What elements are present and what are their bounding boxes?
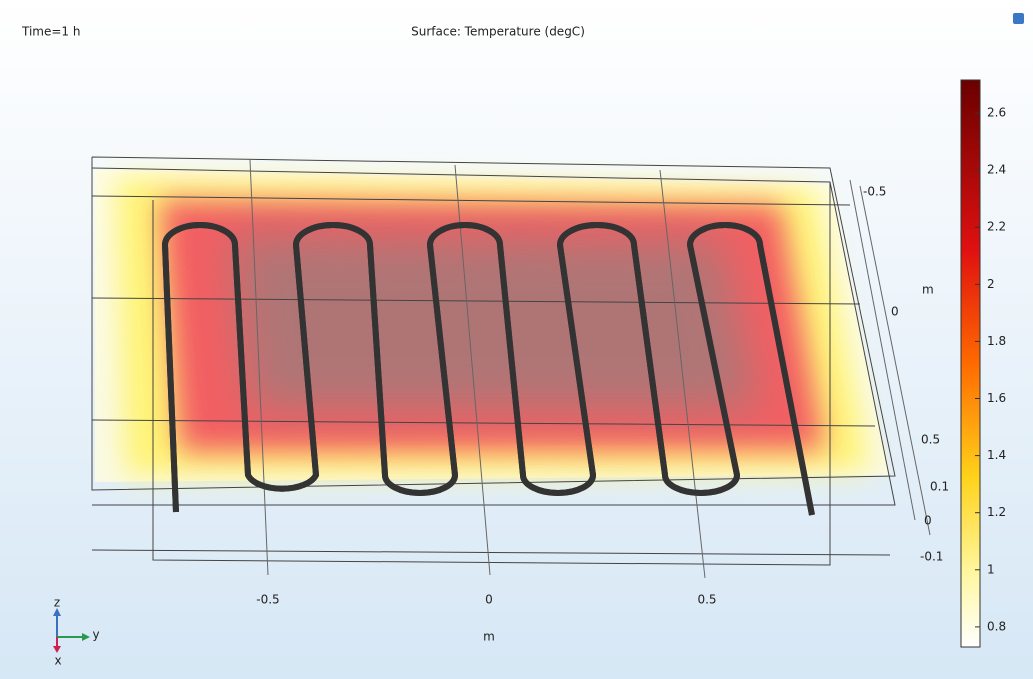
x-tick-label: 0: [891, 305, 899, 319]
z-tick-label: -0.1: [920, 550, 943, 564]
colorbar-tick-label: 0.8: [987, 619, 1006, 633]
colorbar-tick-label: 1.4: [987, 448, 1006, 462]
x-axis-label: m: [922, 283, 934, 297]
colorbar-tick-label: 2.2: [987, 220, 1006, 234]
colorbar-tick-label: 1: [987, 562, 995, 576]
triad-y: y: [92, 628, 99, 642]
y-tick-label: -0.5: [256, 593, 279, 607]
camera-icon[interactable]: [1013, 13, 1024, 24]
y-tick-label: 0: [485, 593, 493, 607]
time-label: Time=1 h: [21, 25, 80, 39]
colorbar-tick-label: 2: [987, 277, 995, 291]
y-axis-label: m: [483, 630, 495, 644]
triad-z: z: [54, 596, 60, 610]
z-tick-label: 0.1: [930, 480, 949, 494]
colorbar: [961, 80, 980, 647]
colorbar-tick-label: 1.8: [987, 334, 1006, 348]
colorbar-tick-label: 2.6: [987, 106, 1006, 120]
plot-title: Surface: Temperature (degC): [411, 25, 585, 39]
colorbar-tick-label: 1.2: [987, 505, 1006, 519]
x-tick-label: -0.5: [863, 185, 886, 199]
graphics-window: Time=1 h Surface: Temperature (degC) -0.…: [0, 0, 1033, 679]
temperature-surface: [95, 170, 890, 482]
y-tick-label: 0.5: [697, 593, 716, 607]
triad-x: x: [54, 654, 61, 668]
colorbar-tick-label: 2.4: [987, 163, 1006, 177]
z-tick-label: 0: [924, 514, 932, 528]
page: Time=1 h Surface: Temperature (degC) -0.…: [0, 0, 1033, 679]
colorbar-tick-label: 1.6: [987, 391, 1006, 405]
x-tick-label: 0.5: [921, 433, 940, 447]
